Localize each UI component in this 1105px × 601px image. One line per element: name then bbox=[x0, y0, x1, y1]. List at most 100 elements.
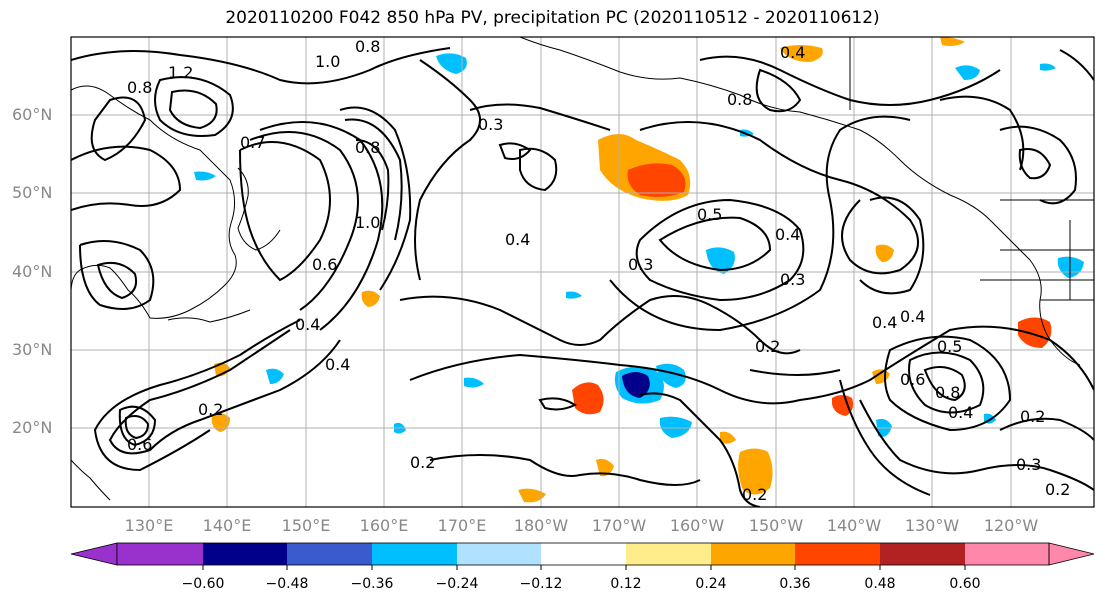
precip-blob bbox=[720, 431, 736, 444]
colorbar-tick-label: −0.60 bbox=[182, 576, 225, 592]
contour-labels: 0.8 1.0 1.2 0.8 0.7 1.0 0.8 0.6 0.4 0.3 … bbox=[127, 37, 1070, 504]
colorbar-tick-label: 0.24 bbox=[695, 576, 726, 592]
contour-label: 0.5 bbox=[697, 205, 722, 224]
lat-labels: 60°N 50°N 40°N 30°N 20°N bbox=[12, 105, 52, 437]
contour-label: 0.3 bbox=[628, 255, 653, 274]
precip-blob bbox=[832, 395, 854, 416]
lon-label: 130°W bbox=[905, 516, 960, 535]
contour-label: 0.2 bbox=[1045, 480, 1070, 499]
contour-label: 0.7 bbox=[240, 133, 265, 152]
colorbar-swatch bbox=[372, 543, 457, 565]
colorbar-swatch bbox=[626, 543, 711, 565]
lon-label: 140°E bbox=[203, 516, 252, 535]
precip-blob bbox=[627, 163, 686, 197]
lat-label: 20°N bbox=[12, 418, 52, 437]
lat-label: 40°N bbox=[12, 262, 52, 281]
contour-label: 0.3 bbox=[478, 115, 503, 134]
precip-blob bbox=[955, 65, 980, 80]
contour-label: 0.4 bbox=[325, 355, 350, 374]
precip-blob bbox=[1040, 63, 1056, 71]
colorbar-swatch bbox=[711, 543, 795, 565]
lon-label: 140°W bbox=[827, 516, 882, 535]
contour-label: 1.0 bbox=[355, 213, 380, 232]
lon-label: 160°W bbox=[670, 516, 725, 535]
precip-blob bbox=[211, 413, 230, 432]
colorbar-tick-label: −0.48 bbox=[266, 576, 309, 592]
precip-blob bbox=[572, 382, 604, 415]
colorbar bbox=[70, 542, 1095, 566]
precip-blob bbox=[659, 416, 692, 438]
precip-blob bbox=[194, 171, 216, 181]
contour-label: 0.4 bbox=[295, 315, 320, 334]
coastlines bbox=[71, 37, 1094, 501]
precip-blob bbox=[940, 37, 965, 46]
contour-label: 0.8 bbox=[355, 37, 380, 56]
colorbar-swatch bbox=[541, 543, 626, 565]
colorbar-tick-label: 0.60 bbox=[949, 576, 980, 592]
contour-label: 0.8 bbox=[127, 78, 152, 97]
contour-label: 0.8 bbox=[935, 383, 960, 402]
precip-blob bbox=[361, 290, 380, 307]
contour-label: 0.4 bbox=[775, 225, 800, 244]
colorbar-swatch bbox=[795, 543, 880, 565]
contour-label: 0.6 bbox=[900, 370, 925, 389]
precip-blob bbox=[875, 244, 894, 262]
lon-label: 150°E bbox=[282, 516, 331, 535]
colorbar-swatch bbox=[203, 543, 287, 565]
contour-label: 0.4 bbox=[948, 403, 973, 422]
contour-label: 0.2 bbox=[1020, 407, 1045, 426]
colorbar-tick-label: −0.24 bbox=[436, 576, 479, 592]
colorbar-swatch bbox=[117, 543, 203, 565]
lon-label: 180°W bbox=[514, 516, 569, 535]
colorbar-swatch bbox=[287, 543, 372, 565]
gridlines bbox=[71, 37, 1094, 507]
contour-label: 0.4 bbox=[900, 307, 925, 326]
contour-label: 0.2 bbox=[198, 400, 223, 419]
lon-label: 130°E bbox=[125, 516, 174, 535]
contour-label: 1.0 bbox=[315, 52, 340, 71]
colorbar-tick-label: −0.12 bbox=[520, 576, 563, 592]
precip-blob bbox=[780, 45, 823, 62]
contour-label: 0.6 bbox=[127, 435, 152, 454]
contour-label: 0.2 bbox=[755, 337, 780, 356]
colorbar-extend-low bbox=[70, 542, 118, 566]
contour-label: 1.2 bbox=[168, 63, 193, 82]
precip-blob bbox=[266, 368, 284, 384]
map-title: 2020110200 F042 850 hPa PV, precipitatio… bbox=[225, 8, 880, 28]
map-frame bbox=[70, 36, 1095, 508]
precip-blob bbox=[738, 448, 773, 495]
lon-label: 170°W bbox=[592, 516, 647, 535]
lon-label: 120°W bbox=[984, 516, 1039, 535]
lon-label: 160°E bbox=[360, 516, 409, 535]
precip-blob bbox=[596, 458, 614, 477]
precip-blob bbox=[656, 363, 686, 388]
colorbar-tick-label: 0.12 bbox=[610, 576, 641, 592]
contour-label: 0.8 bbox=[727, 90, 752, 109]
contour-label: 0.4 bbox=[505, 230, 530, 249]
pv-contours bbox=[71, 47, 1094, 507]
colorbar-swatch bbox=[880, 543, 965, 565]
lat-label: 30°N bbox=[12, 340, 52, 359]
lon-label: 150°W bbox=[749, 516, 804, 535]
map-area: 0.8 1.0 1.2 0.8 0.7 1.0 0.8 0.6 0.4 0.3 … bbox=[71, 37, 1094, 507]
precip-blob bbox=[518, 488, 546, 503]
colorbar-swatch bbox=[457, 543, 541, 565]
colorbar-tick-label: 0.36 bbox=[779, 576, 810, 592]
colorbar-ticks bbox=[202, 565, 966, 570]
contour-label: 0.3 bbox=[1016, 455, 1041, 474]
contour-label: 0.4 bbox=[780, 43, 805, 62]
lat-label: 60°N bbox=[12, 105, 52, 124]
contour-label: 0.5 bbox=[937, 337, 962, 356]
contour-label: 0.2 bbox=[410, 453, 435, 472]
colorbar-tick-label: 0.48 bbox=[864, 576, 895, 592]
precip-blob bbox=[1057, 256, 1084, 278]
precip-blob bbox=[706, 247, 735, 274]
colorbar-swatch bbox=[965, 543, 1049, 565]
colorbar-tick-label: −0.36 bbox=[351, 576, 394, 592]
contour-label: 0.8 bbox=[355, 138, 380, 157]
contour-label: 0.3 bbox=[780, 270, 805, 289]
precip-shading bbox=[194, 37, 1084, 503]
colorbar-tick-labels: −0.60 −0.48 −0.36 −0.24 −0.12 0.12 0.24 … bbox=[182, 576, 981, 592]
contour-label: 0.6 bbox=[312, 255, 337, 274]
